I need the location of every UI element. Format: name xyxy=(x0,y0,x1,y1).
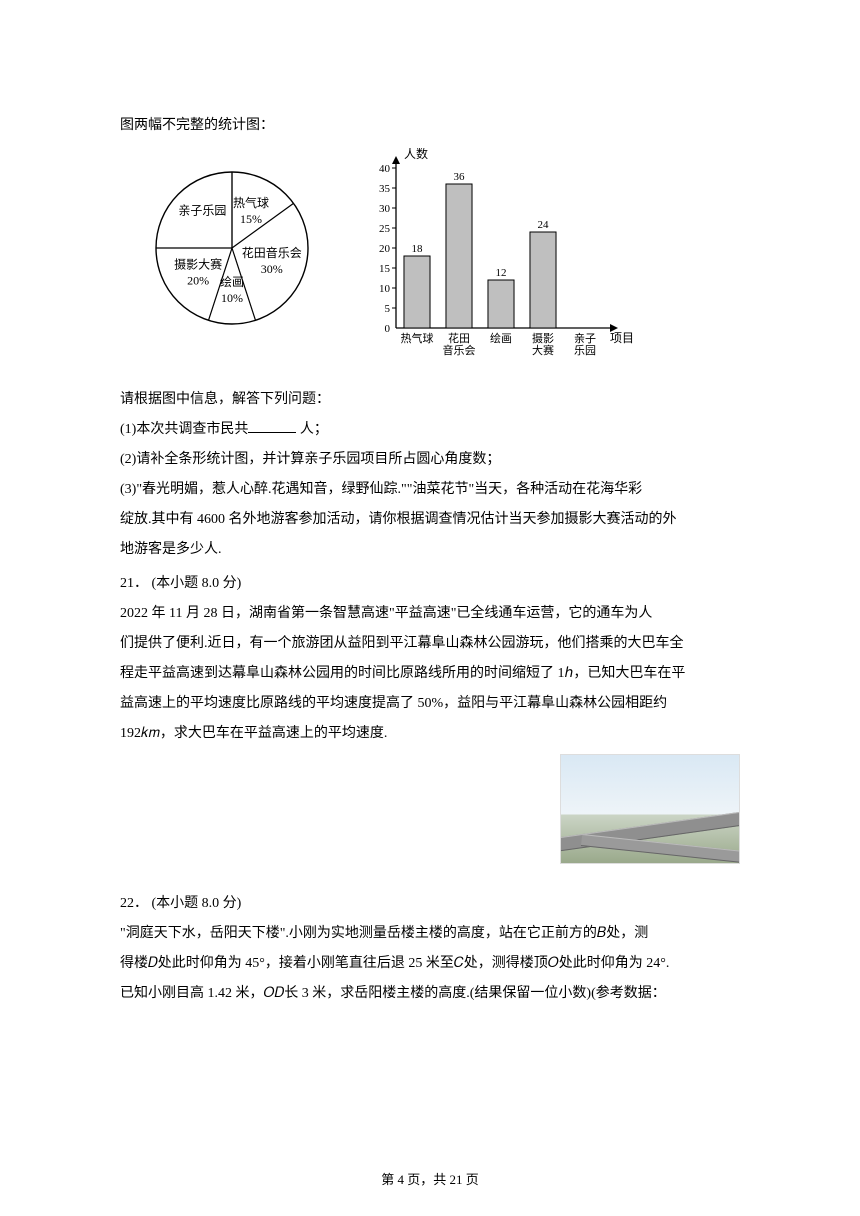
svg-text:音乐会: 音乐会 xyxy=(443,343,476,357)
page-body: 图两幅不完整的统计图： 热气球 15% 花田音乐会 30% 绘画 10% 摄影大赛 20% 亲子… xyxy=(0,0,860,1050)
svg-text:24: 24 xyxy=(538,219,550,231)
bar-chart: 人数项目 5 10 15 20 25 30 35 40 0 18 热气球 36 花田音乐会 12 绘画 24 摄影… xyxy=(356,148,636,368)
bar-svg: 人数项目 5 10 15 20 25 30 35 40 0 18 热气球 36 花田音乐会 12 绘画 24 摄影… xyxy=(356,148,636,368)
svg-text:花田音乐会: 花田音乐会 xyxy=(242,245,302,260)
question-3-line2: 绽放.其中有 4600 名外地游客参加活动，请你根据调查情况估计当天参加摄影大赛… xyxy=(120,506,740,534)
q22-number: 22． xyxy=(120,896,148,911)
svg-text:18: 18 xyxy=(412,243,424,255)
question-prompt: 请根据图中信息，解答下列问题： xyxy=(120,386,740,414)
svg-text:15: 15 xyxy=(379,263,391,275)
svg-text:40: 40 xyxy=(379,163,391,175)
question-2: (2)请补全条形统计图，并计算亲子乐园项目所占圆心角度数； xyxy=(120,446,740,474)
svg-text:花田: 花田 xyxy=(448,332,470,345)
svg-text:20: 20 xyxy=(379,243,391,255)
page-footer: 第 4 页，共 21 页 xyxy=(0,1169,860,1188)
svg-text:人数: 人数 xyxy=(404,148,428,161)
q21-number: 21． xyxy=(120,576,148,591)
pie-svg: 热气球 15% 花田音乐会 30% 绘画 10% 摄影大赛 20% 亲子乐园 xyxy=(132,148,332,348)
svg-text:10: 10 xyxy=(379,283,391,295)
q22-l1: "洞庭天下水，岳阳天下楼".小刚为实地测量岳楼主楼的高度，站在它正前方的𝐵处，测 xyxy=(120,920,740,948)
q21-l2: 们提供了便利.近日，有一个旅游团从益阳到平江幕阜山森林公园游玩，他们搭乘的大巴车… xyxy=(120,630,740,658)
q21-header: 21． (本小题 8.0 分) xyxy=(120,570,740,598)
charts-row: 热气球 15% 花田音乐会 30% 绘画 10% 摄影大赛 20% 亲子乐园 人数项目 5 10 15… xyxy=(132,148,740,368)
svg-text:35: 35 xyxy=(379,183,391,195)
svg-text:30: 30 xyxy=(379,203,391,215)
question-3-line1: (3)"春光明媚，惹人心醉.花遇知音，绿野仙踪.""油菜花节"当天，各种活动在花… xyxy=(120,476,740,504)
svg-text:热气球: 热气球 xyxy=(401,331,434,345)
q21-l3: 程走平益高速到达幕阜山森林公园用的时间比原路线所用的时间缩短了 1ℎ，已知大巴车… xyxy=(120,660,740,688)
svg-text:绘画: 绘画 xyxy=(490,331,512,345)
q22-score: (本小题 8.0 分) xyxy=(152,896,242,911)
svg-text:0: 0 xyxy=(385,323,391,335)
svg-text:绘画: 绘画 xyxy=(220,274,244,289)
blank-underline xyxy=(248,418,296,433)
svg-text:乐园: 乐园 xyxy=(574,344,596,357)
svg-text:亲子乐园: 亲子乐园 xyxy=(178,203,226,217)
q21-l5: 192𝑘𝑚，求大巴车在平益高速上的平均速度. xyxy=(120,720,740,748)
q21-score: (本小题 8.0 分) xyxy=(152,576,242,591)
svg-text:热气球: 热气球 xyxy=(233,195,269,210)
highway-photo xyxy=(560,754,740,864)
q21-l1: 2022 年 11 月 28 日，湖南省第一条智慧高速"平益高速"已全线通车运营… xyxy=(120,600,740,628)
q21-l4: 益高速上的平均速度比原路线的平均速度提高了 50%，益阳与平江幕阜山森林公园相距… xyxy=(120,690,740,718)
svg-text:5: 5 xyxy=(385,303,391,315)
svg-text:10%: 10% xyxy=(221,291,243,305)
q1-part-a: (1)本次共调查市民共 xyxy=(120,422,248,437)
q22-l2: 得楼𝐷处此时仰角为 45°，接着小刚笔直往后退 25 米至𝐶处，测得楼顶𝑂处此时… xyxy=(120,950,740,978)
svg-text:15%: 15% xyxy=(240,212,262,226)
svg-text:大赛: 大赛 xyxy=(532,343,554,357)
svg-text:25: 25 xyxy=(379,223,391,235)
svg-text:摄影: 摄影 xyxy=(532,331,554,345)
svg-text:12: 12 xyxy=(496,267,507,279)
q1-part-b: 人； xyxy=(296,422,328,437)
svg-text:摄影大赛: 摄影大赛 xyxy=(174,257,222,272)
pie-chart: 热气球 15% 花田音乐会 30% 绘画 10% 摄影大赛 20% 亲子乐园 xyxy=(132,148,332,348)
svg-text:亲子: 亲子 xyxy=(574,331,596,345)
q22-header: 22． (本小题 8.0 分) xyxy=(120,890,740,918)
intro-line: 图两幅不完整的统计图： xyxy=(120,112,740,140)
question-3-line3: 地游客是多少人. xyxy=(120,536,740,564)
svg-text:项目: 项目 xyxy=(610,331,634,345)
question-1: (1)本次共调查市民共 人； xyxy=(120,416,740,444)
svg-text:30%: 30% xyxy=(261,262,283,276)
svg-text:36: 36 xyxy=(454,171,466,183)
q22-l3: 已知小刚目高 1.42 米，𝑂𝐷长 3 米，求岳阳楼主楼的高度.(结果保留一位小… xyxy=(120,980,740,1008)
svg-text:20%: 20% xyxy=(187,274,209,288)
